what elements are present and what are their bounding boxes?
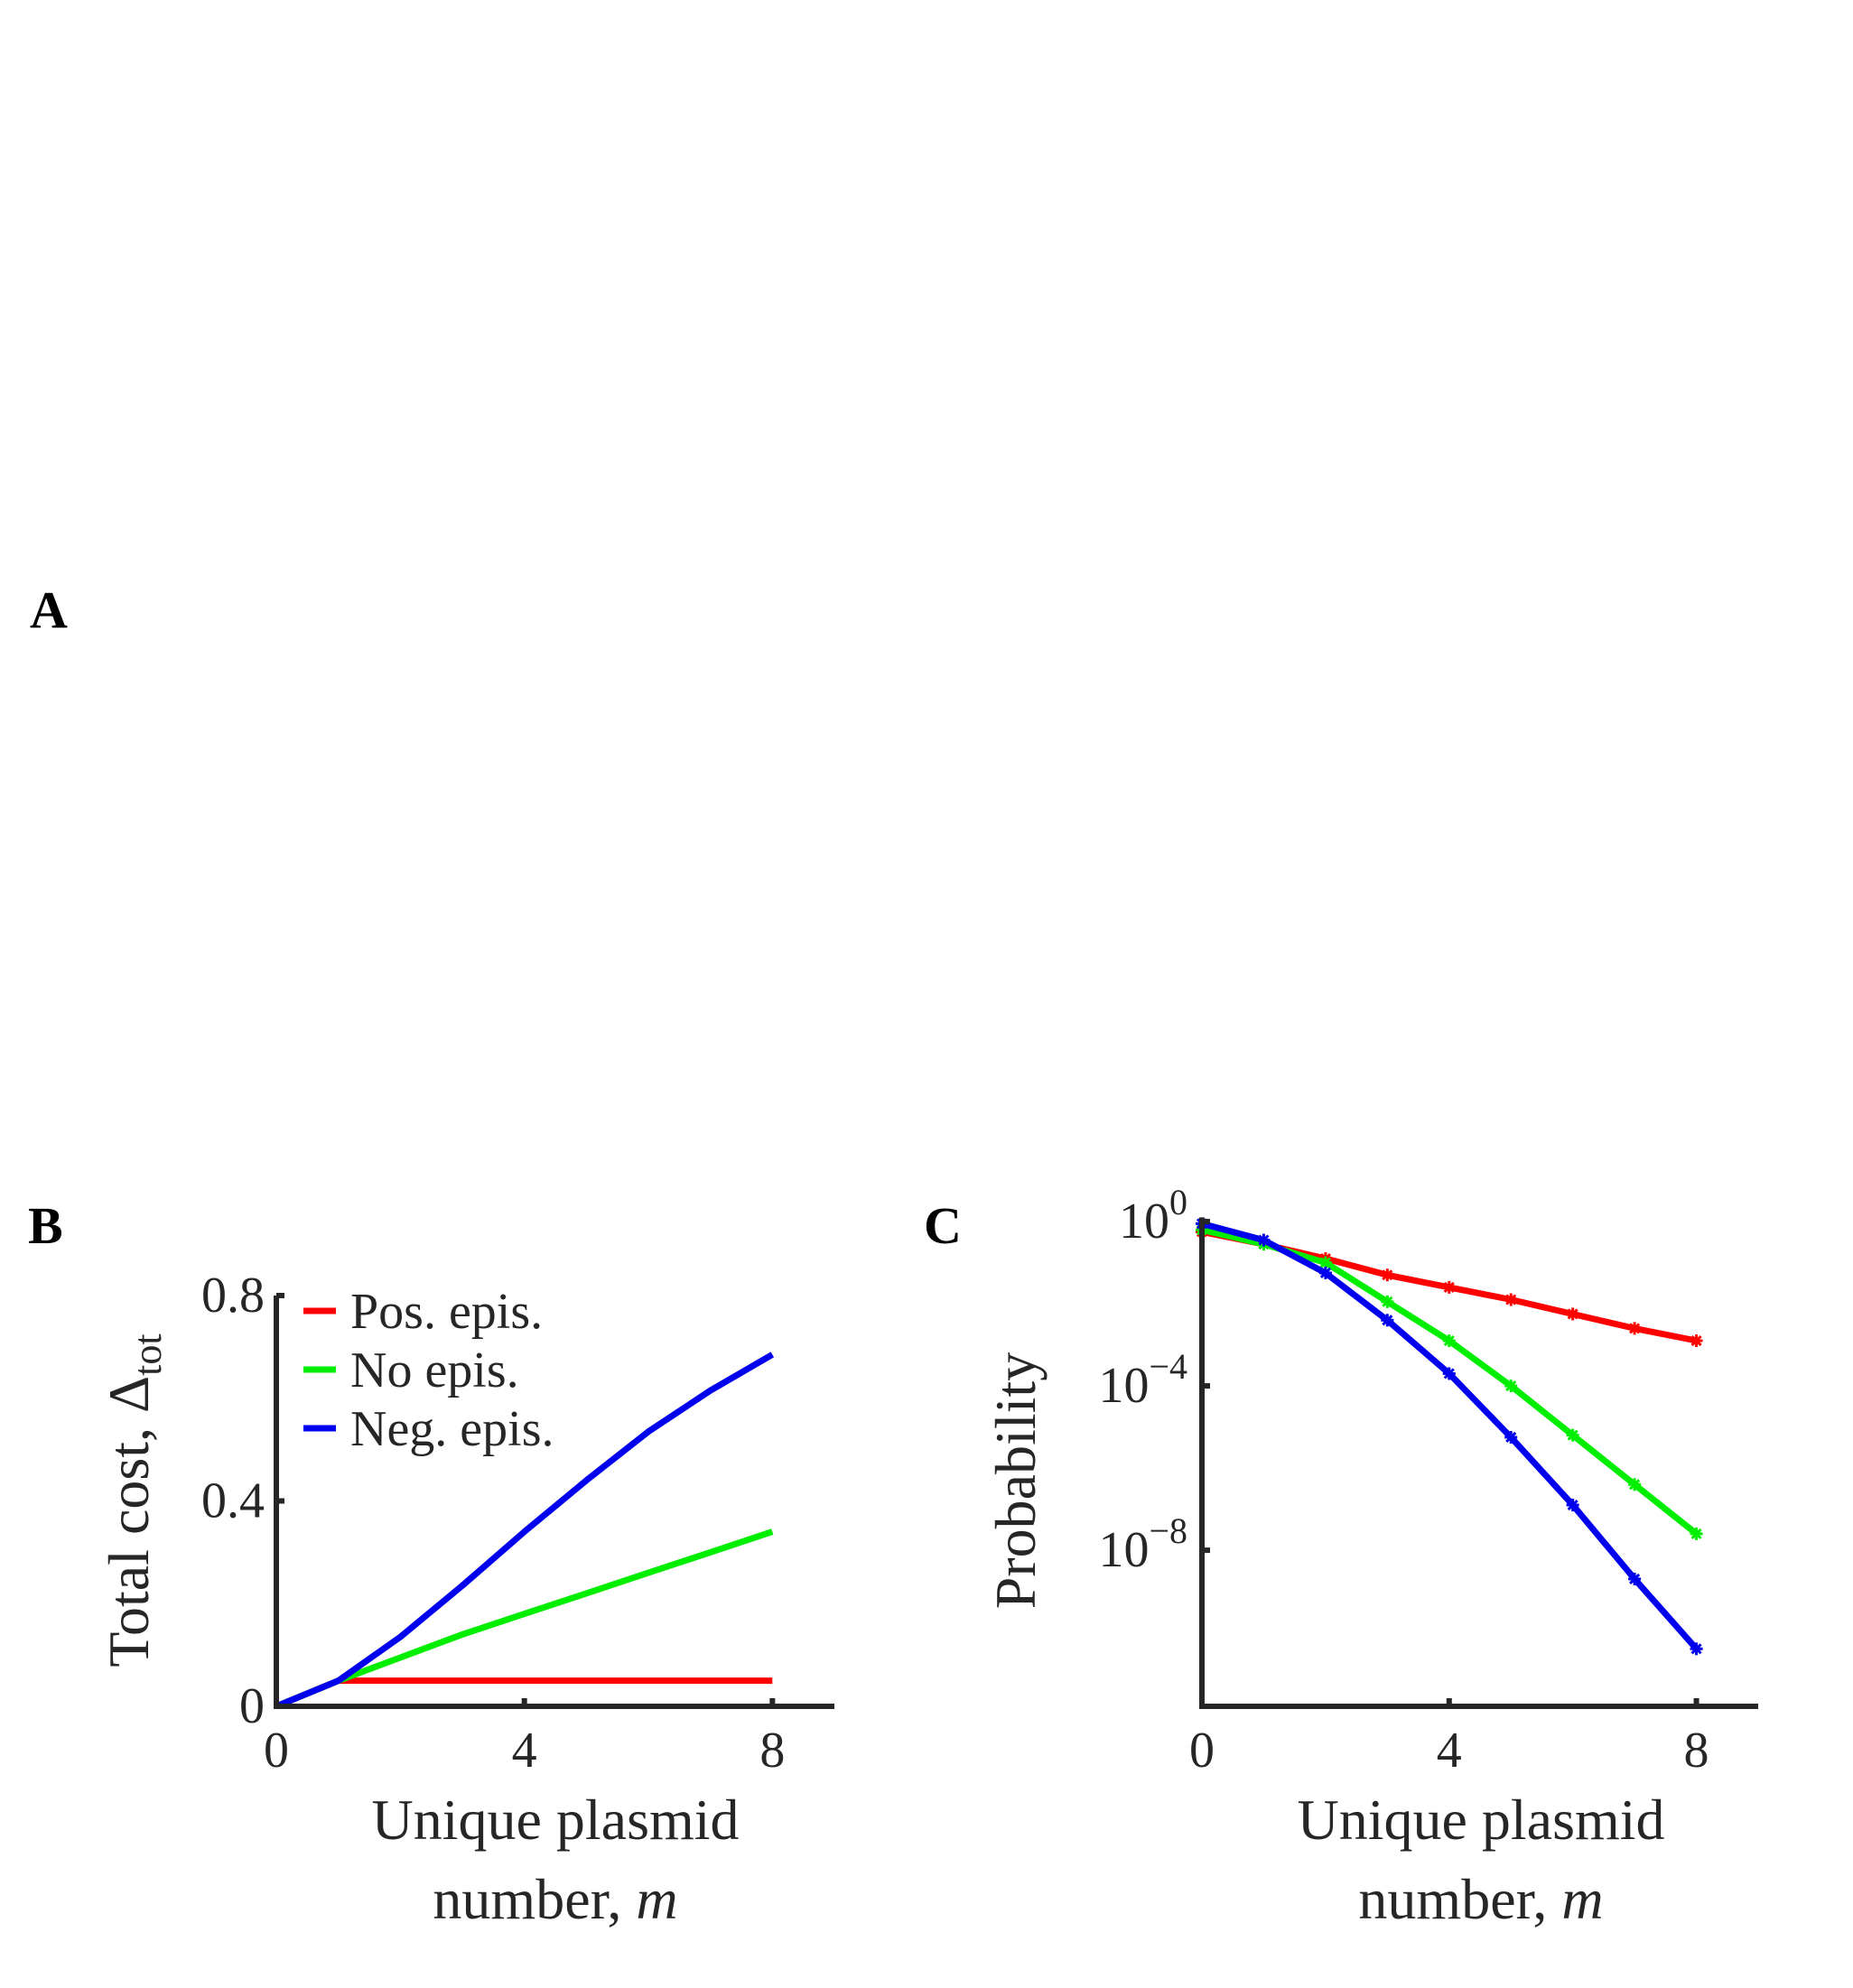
y-tick-label-c-base: 10 bbox=[1119, 1194, 1169, 1249]
x-tick-label-b: 8 bbox=[759, 1723, 785, 1779]
series-marker-c-0 bbox=[1381, 1268, 1394, 1282]
x-axis-title-c-var: m bbox=[1561, 1867, 1603, 1931]
x-tick-label-b: 4 bbox=[512, 1723, 537, 1779]
series-marker-c-1 bbox=[1628, 1478, 1642, 1491]
y-axis-title-c: Probability bbox=[983, 1352, 1048, 1609]
x-axis-title-b-line1: Unique plasmid bbox=[371, 1788, 739, 1852]
y-axis-title-b-prefix: Total cost, Δ bbox=[97, 1376, 161, 1668]
y-tick-label-c-exp: 0 bbox=[1169, 1182, 1187, 1222]
series-marker-c-2 bbox=[1628, 1572, 1642, 1585]
x-tick-label-c: 4 bbox=[1437, 1723, 1462, 1779]
series-marker-c-0 bbox=[1628, 1322, 1642, 1335]
x-tick-label-c: 8 bbox=[1684, 1723, 1709, 1779]
legend-label-b-2: Neg. epis. bbox=[350, 1401, 554, 1457]
series-marker-c-2 bbox=[1257, 1233, 1271, 1247]
x-axis-title-b-line2: number, m bbox=[433, 1867, 677, 1931]
x-tick-label-c: 0 bbox=[1189, 1723, 1215, 1779]
series-line-b-2 bbox=[275, 1352, 775, 1710]
series-marker-c-1 bbox=[1504, 1380, 1518, 1393]
series-marker-c-2 bbox=[1566, 1499, 1579, 1512]
series-marker-c-0 bbox=[1566, 1307, 1579, 1321]
series-marker-c-0 bbox=[1504, 1293, 1518, 1306]
panel-label-c: C bbox=[924, 1196, 962, 1255]
series-marker-c-2 bbox=[1381, 1314, 1394, 1327]
series-marker-c-2 bbox=[1442, 1367, 1456, 1380]
x-tick-label-b: 0 bbox=[264, 1723, 289, 1779]
y-tick-label-c-base: 10 bbox=[1098, 1522, 1149, 1578]
y-tick-label-b: 0.4 bbox=[201, 1473, 265, 1529]
series-marker-c-0 bbox=[1690, 1334, 1703, 1348]
y-tick-label-c-base: 10 bbox=[1098, 1358, 1149, 1414]
y-tick-label-b: 0 bbox=[239, 1678, 265, 1734]
series-marker-c-2 bbox=[1690, 1642, 1703, 1656]
panel-label-b: B bbox=[28, 1196, 63, 1255]
y-tick-label-b: 0.8 bbox=[201, 1268, 265, 1324]
y-tick-label-c-exp: −8 bbox=[1149, 1510, 1187, 1551]
series-line-c-1 bbox=[1201, 1226, 1699, 1537]
series-marker-c-1 bbox=[1442, 1334, 1456, 1348]
y-tick-label-c: 10−8 bbox=[1098, 1510, 1187, 1578]
series-marker-c-2 bbox=[1318, 1266, 1332, 1279]
legend-label-b-1: No epis. bbox=[350, 1342, 519, 1398]
y-tick-label-c-exp: −4 bbox=[1149, 1346, 1187, 1387]
x-axis-title-b-var: m bbox=[636, 1867, 677, 1931]
series-marker-c-1 bbox=[1690, 1527, 1703, 1540]
x-axis-title-c-line1: Unique plasmid bbox=[1297, 1788, 1664, 1852]
x-axis-title-b-prefix: number, bbox=[433, 1867, 636, 1931]
series-marker-c-1 bbox=[1381, 1295, 1394, 1308]
chart-b-total-cost: 0 4 8 0 0.4 0.8 Unique plasmid number, m Total c… bbox=[97, 1268, 834, 1931]
series-marker-c-2 bbox=[1504, 1430, 1518, 1444]
series-line-b-1 bbox=[275, 1528, 774, 1710]
series-marker-c-1 bbox=[1566, 1428, 1579, 1442]
x-axis-title-c-prefix: number, bbox=[1358, 1867, 1561, 1931]
y-axis-title-b: Total cost, Δtot bbox=[97, 1333, 170, 1667]
panel-label-a: A bbox=[30, 581, 68, 639]
y-tick-label-c: 100 bbox=[1119, 1182, 1187, 1249]
legend-b: Pos. epis.No epis.Neg. epis. bbox=[303, 1284, 554, 1457]
series-line-b-0 bbox=[275, 1677, 773, 1710]
x-axis-title-c-line2: number, m bbox=[1358, 1867, 1603, 1931]
series-marker-c-0 bbox=[1442, 1280, 1456, 1294]
y-tick-label-c: 10−4 bbox=[1098, 1346, 1187, 1414]
legend-label-b-0: Pos. epis. bbox=[350, 1284, 543, 1340]
y-axis-title-b-sub: tot bbox=[126, 1333, 170, 1375]
